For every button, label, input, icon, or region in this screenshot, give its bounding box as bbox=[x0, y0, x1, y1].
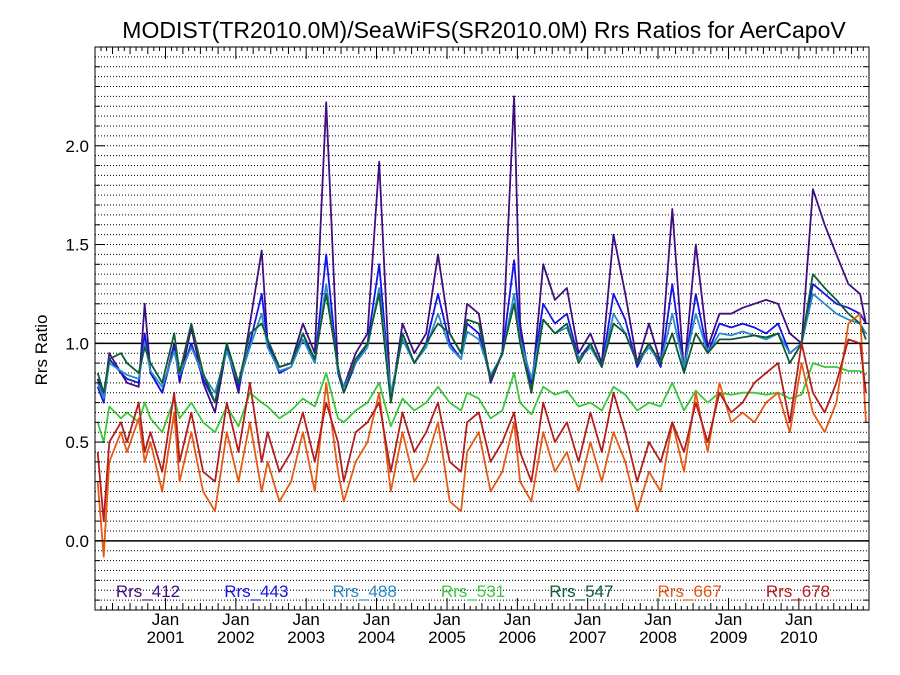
x-tick-label-month: Jan bbox=[292, 610, 319, 629]
legend-label: Rrs_412 bbox=[116, 582, 180, 601]
x-tick-label-month: Jan bbox=[785, 610, 812, 629]
x-tick-label-month: Jan bbox=[504, 610, 531, 629]
x-tick-label-year: 2009 bbox=[710, 628, 748, 647]
y-tick-label: 0.0 bbox=[65, 532, 89, 551]
x-tick-label-month: Jan bbox=[644, 610, 671, 629]
legend: Rrs_412 Rrs_443 Rrs_488 Rrs_531 Rrs_547 Rrs_6… bbox=[116, 582, 830, 601]
x-tick-label-year: 2003 bbox=[287, 628, 325, 647]
legend-label: Rrs_443 bbox=[224, 582, 288, 601]
x-tick-label-month: Jan bbox=[363, 610, 390, 629]
series-line-rrs-488 bbox=[96, 283, 867, 400]
y-tick-label: 0.5 bbox=[65, 433, 89, 452]
series-line-rrs-678 bbox=[96, 338, 867, 522]
legend-label: Rrs_547 bbox=[549, 582, 613, 601]
legend-label: Rrs_667 bbox=[658, 582, 722, 601]
x-tick-label-year: 2007 bbox=[569, 628, 607, 647]
legend-label: Rrs_678 bbox=[766, 582, 830, 601]
x-tick-label-month: Jan bbox=[152, 610, 179, 629]
x-tick-label-month: Jan bbox=[574, 610, 601, 629]
x-tick-label-year: 2005 bbox=[428, 628, 466, 647]
x-tick-label-month: Jan bbox=[433, 610, 460, 629]
chart-title: MODIST(TR2010.0M)/SeaWiFS(SR2010.0M) Rrs… bbox=[122, 17, 846, 43]
series-line-rrs-531 bbox=[96, 362, 867, 444]
series-line-rrs-547 bbox=[96, 273, 867, 404]
y-axis: 0.0 0.5 1.0 1.5 2.0 bbox=[65, 46, 869, 601]
y-axis-title: Rrs Ratio bbox=[32, 315, 51, 386]
y-tick-label: 1.0 bbox=[65, 334, 89, 353]
series-line-rrs-667 bbox=[96, 312, 867, 558]
x-tick-label-year: 2001 bbox=[147, 628, 185, 647]
y-tick-label: 2.0 bbox=[65, 137, 89, 156]
legend-label: Rrs_531 bbox=[441, 582, 505, 601]
x-axis: Jan2001Jan2002Jan2003Jan2004Jan2005Jan20… bbox=[100, 47, 864, 647]
x-tick-label-month: Jan bbox=[222, 610, 249, 629]
legend-label: Rrs_488 bbox=[333, 582, 397, 601]
x-tick-label-year: 2008 bbox=[639, 628, 677, 647]
grid-lines bbox=[95, 56, 869, 601]
y-tick-label: 1.5 bbox=[65, 236, 89, 255]
x-tick-label-year: 2006 bbox=[498, 628, 536, 647]
x-tick-label-year: 2010 bbox=[780, 628, 818, 647]
series-group bbox=[96, 95, 867, 558]
x-tick-label-year: 2004 bbox=[358, 628, 396, 647]
x-tick-label-year: 2002 bbox=[217, 628, 255, 647]
x-tick-label-month: Jan bbox=[715, 610, 742, 629]
